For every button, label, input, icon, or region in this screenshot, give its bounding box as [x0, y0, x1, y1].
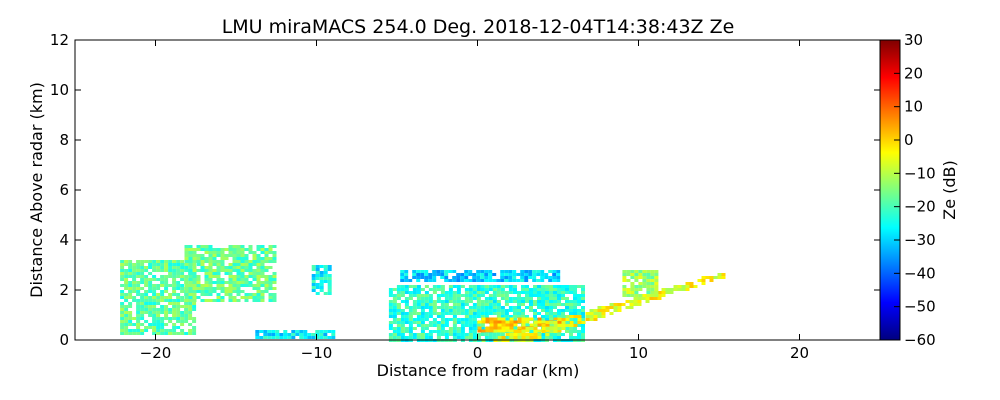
colorbar-tick-label: 30: [904, 31, 923, 49]
echo-region: [388, 285, 585, 342]
echo-layer: [120, 245, 726, 342]
colorbar-tick-label: −20: [904, 198, 936, 216]
x-tick-label: 20: [790, 344, 809, 362]
colorbar-tick-label: 20: [904, 64, 923, 82]
echo-region: [311, 265, 332, 295]
y-tick-label: 2: [59, 281, 69, 299]
y-tick-label: 0: [59, 331, 69, 349]
y-tick-label: 8: [59, 131, 69, 149]
echo-region: [184, 245, 277, 302]
y-tick-label: 6: [59, 181, 69, 199]
colorbar-axis: 30 20 10 0 −10 −20 −30 −40 −50 −60: [894, 31, 936, 349]
colorbar-label: Ze (dB): [940, 160, 959, 220]
colorbar-tick-label: 10: [904, 98, 923, 116]
echo-region: [400, 270, 561, 282]
colorbar-tick-label: −50: [904, 298, 936, 316]
chart-title: LMU miraMACS 254.0 Deg. 2018-12-04T14:38…: [222, 16, 735, 38]
x-axis: −20 −10 0 10 20: [140, 40, 809, 362]
y-tick-label: 10: [50, 81, 69, 99]
colorbar-tick-label: −40: [904, 264, 936, 282]
y-tick-label: 4: [59, 231, 69, 249]
x-tick-label: 10: [629, 344, 648, 362]
y-axis-label: Distance Above radar (km): [27, 82, 46, 298]
y-axis: 0 2 4 6 8 10 12: [50, 31, 880, 349]
x-tick-label: −20: [140, 344, 172, 362]
colorbar: [879, 39, 901, 341]
x-axis-label: Distance from radar (km): [377, 361, 580, 380]
echo-region: [622, 270, 659, 297]
echo-region: [255, 330, 336, 339]
colorbar-tick-label: 0: [904, 131, 914, 149]
y-tick-label: 12: [50, 31, 69, 49]
colorbar-tick-label: −30: [904, 231, 936, 249]
colorbar-tick-label: −10: [904, 164, 936, 182]
colorbar-tick-label: −60: [904, 331, 936, 349]
x-tick-label: 0: [473, 344, 483, 362]
x-tick-label: −10: [301, 344, 333, 362]
